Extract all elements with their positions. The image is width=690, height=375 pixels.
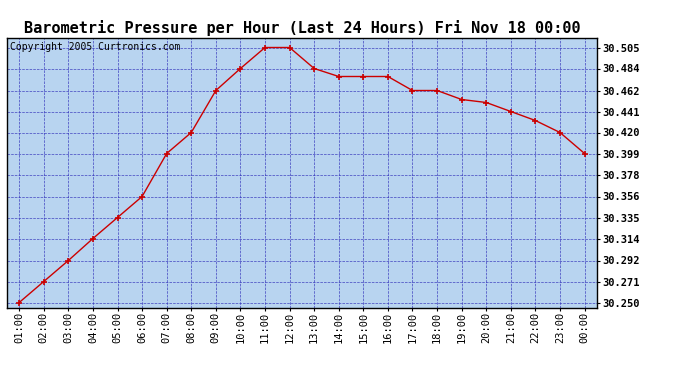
Text: Copyright 2005 Curtronics.com: Copyright 2005 Curtronics.com: [10, 42, 180, 51]
Title: Barometric Pressure per Hour (Last 24 Hours) Fri Nov 18 00:00: Barometric Pressure per Hour (Last 24 Ho…: [23, 20, 580, 36]
